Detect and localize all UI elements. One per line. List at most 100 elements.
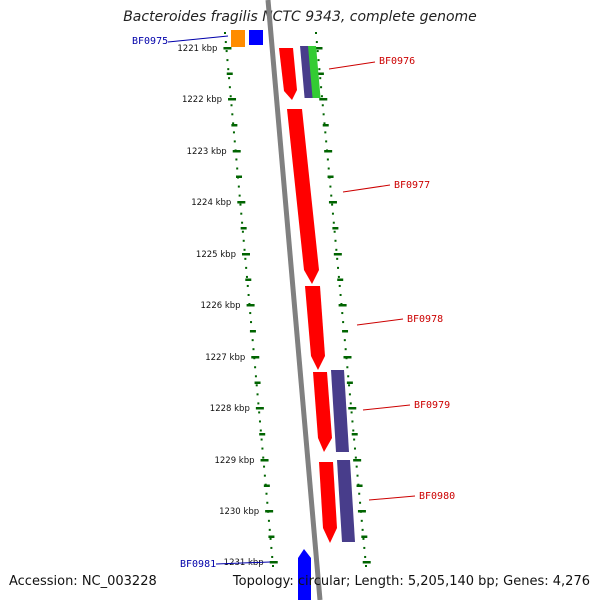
gene-label-leader <box>342 184 391 193</box>
left-track-dot <box>245 266 248 269</box>
left-track-dot <box>258 411 261 414</box>
gene-bf0976-purple[interactable] <box>300 46 314 98</box>
left-track-dot <box>243 248 246 251</box>
right-track-dot <box>354 456 357 459</box>
right-track-dot <box>315 32 317 34</box>
right-track-dot <box>317 59 320 62</box>
right-track-dot <box>353 447 356 450</box>
right-track-dot <box>335 248 338 251</box>
right-track-dot <box>334 239 337 242</box>
right-track-dot <box>320 95 323 98</box>
tick-dash-minor <box>322 124 329 127</box>
right-track-dot <box>360 519 363 522</box>
tick-dash-left <box>232 150 241 153</box>
gene-bf0980-purple[interactable] <box>337 460 355 542</box>
left-track-dot <box>256 393 259 396</box>
right-track-dot <box>348 384 351 387</box>
tick-label: 1228 kbp <box>210 404 250 414</box>
left-track-dot <box>231 113 234 116</box>
left-track-dot <box>229 95 232 98</box>
map-title: Bacteroides fragilis NCTC 9343, complete… <box>123 9 477 25</box>
left-track-dot <box>225 50 228 53</box>
gene-label-bf0976[interactable]: BF0976 <box>379 56 415 67</box>
tick-dash-minor <box>327 175 334 178</box>
right-track-dot <box>349 402 352 405</box>
left-track-dot <box>224 41 227 44</box>
gene-label-bf0981[interactable]: BF0981 <box>180 559 216 570</box>
tick-dash-right <box>343 356 352 359</box>
right-track-dot <box>325 140 328 143</box>
tick-dash-minor <box>361 535 368 538</box>
gene-label-leader <box>167 35 229 43</box>
gene-label-bf0975[interactable]: BF0975 <box>132 36 168 47</box>
gene-label-bf0978[interactable]: BF0978 <box>407 314 443 325</box>
right-track-dot <box>359 501 362 504</box>
gene-bf0976-red[interactable] <box>279 48 297 100</box>
gene-bf0978-red[interactable] <box>305 286 325 370</box>
tick-dash-right <box>362 561 371 564</box>
left-track-dot <box>239 203 242 206</box>
tick-dash-left <box>255 407 264 410</box>
right-track-dot <box>339 293 342 296</box>
gene-bf0977-red[interactable] <box>287 109 319 284</box>
right-track-dot <box>329 185 332 188</box>
gene-label-leader <box>368 495 416 501</box>
tick-dash-minor <box>245 278 252 281</box>
right-track-dot <box>337 266 340 269</box>
tick-marks <box>223 47 371 564</box>
gene-labels: BF0975 BF0976 BF0977 BF0978 BF0979 BF0980 BF09… <box>132 35 455 570</box>
tick-dash-left <box>228 98 237 101</box>
tick-label: 1229 kbp <box>214 456 254 466</box>
tick-label: 1222 kbp <box>182 95 222 105</box>
genome-backbone <box>265 0 323 600</box>
left-track-dot <box>228 86 231 89</box>
left-track-dot <box>268 528 271 531</box>
right-track-dot <box>318 68 321 71</box>
right-track-dot <box>347 375 350 378</box>
right-track-dot <box>322 113 325 116</box>
right-track-dot <box>316 50 319 53</box>
left-track-dot <box>238 194 241 197</box>
gene-label-leader <box>328 61 376 70</box>
left-track-dot <box>250 321 253 324</box>
tick-dash-minor <box>263 484 270 487</box>
right-track-dot <box>344 348 347 351</box>
left-track-dot <box>247 293 250 296</box>
gene-label-leader <box>356 318 404 326</box>
gene-bf0980-red[interactable] <box>319 462 337 543</box>
tick-dash-right <box>353 459 362 462</box>
left-track-dot <box>230 104 233 107</box>
gene-bf0981-blue[interactable] <box>298 549 311 600</box>
right-track-dot <box>319 77 322 80</box>
tick-dash-minor <box>317 72 324 75</box>
left-track-dot <box>260 438 263 441</box>
tick-dash-left <box>265 510 274 513</box>
right-track-dot <box>331 203 334 206</box>
tick-dash-right <box>333 253 342 256</box>
gene-label-bf0980[interactable]: BF0980 <box>419 491 455 502</box>
gene-bf0976-green[interactable] <box>308 46 321 98</box>
right-track-dot <box>341 312 344 315</box>
left-track-dot <box>254 375 257 378</box>
tick-dash-minor <box>268 535 275 538</box>
gene-orange[interactable] <box>231 30 245 47</box>
gene-label-bf0979[interactable]: BF0979 <box>414 400 450 411</box>
right-track-dot <box>363 546 366 549</box>
tick-dash-right <box>357 510 366 513</box>
tick-dash-minor <box>231 124 238 127</box>
gene-features <box>231 30 355 600</box>
right-track-dot <box>332 221 335 224</box>
gene-bf0979-red[interactable] <box>313 372 332 452</box>
left-track-dot <box>244 257 247 260</box>
gene-label-leader <box>362 404 411 411</box>
right-track-dot <box>353 438 356 441</box>
tick-dash-minor <box>332 227 339 230</box>
left-track-dot <box>249 312 252 315</box>
right-track-dot <box>365 565 367 567</box>
gene-label-bf0977[interactable]: BF0977 <box>394 180 430 191</box>
tick-dash-left <box>251 356 260 359</box>
tick-dash-minor <box>249 330 256 333</box>
gene-bf0979-purple[interactable] <box>331 370 349 452</box>
gene-blue-top[interactable] <box>249 30 263 45</box>
left-track-dot <box>240 212 243 215</box>
